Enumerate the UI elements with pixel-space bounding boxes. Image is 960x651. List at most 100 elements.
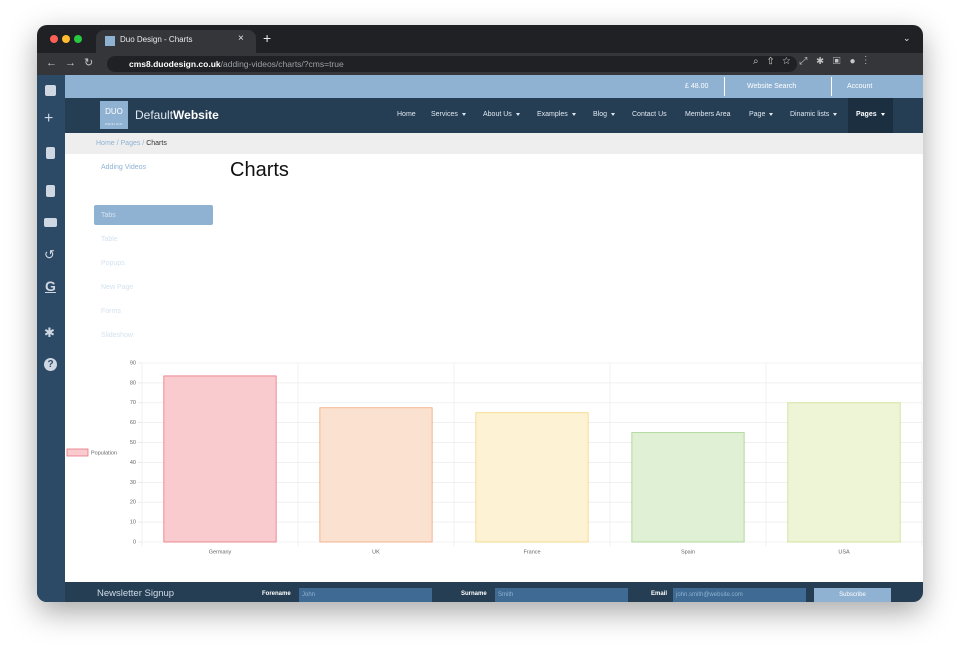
icon-add[interactable]: + [44,110,54,127]
side-active-bg [94,205,213,225]
logo-text: DUO [105,107,123,116]
side-menu-item[interactable]: New Page [101,284,134,291]
y-tick-label: 50 [130,440,136,446]
traffic-yellow[interactable] [62,35,70,43]
omnibox[interactable] [107,56,797,72]
dropdown-caret [461,112,466,116]
tab-menu[interactable]: ⌄ [903,33,911,43]
toolbar-icons[interactable]: ⌕⇧☆⤢✱▣●⋮ [753,56,876,67]
y-tick-label: 10 [130,520,136,526]
nav-item[interactable]: About Us [483,111,520,118]
traffic-green[interactable] [74,35,82,43]
dropdown-caret [611,112,616,116]
tab-favicon [105,36,115,46]
y-tick-label: 70 [130,400,136,406]
x-tick-label: UK [372,549,380,555]
field-input[interactable]: John [299,588,432,602]
side-menu-item[interactable]: Slideshow [101,332,133,339]
y-tick-label: 0 [133,539,136,545]
page-title: Charts [230,159,289,181]
side-menu-item[interactable]: Forms [101,308,121,315]
side-menu-item[interactable]: Charts [101,188,122,195]
dropdown-caret [515,112,520,116]
nav-buttons[interactable]: ←→↻ [46,57,102,69]
side-menu-item[interactable]: Table [101,236,118,243]
site-name-bold: Website [173,108,219,122]
field-label: Forename [262,591,291,597]
y-tick-label: 20 [130,500,136,506]
x-tick-label: Spain [681,549,695,555]
nav-item[interactable]: Page [749,111,774,118]
icon-page[interactable] [46,185,55,197]
field-input[interactable]: john.smith@website.com [673,588,806,602]
legend-label: Population [91,450,117,456]
icon-settings[interactable]: ✱ [44,325,55,340]
logo-sub: DESIGN [105,122,123,126]
bar [631,432,745,543]
bar [787,402,901,543]
breadcrumb: Home / Pages / Charts [96,140,167,147]
nav-item[interactable]: Pages [856,111,885,118]
traffic-red[interactable] [50,35,58,43]
divider [724,77,725,96]
url-host: cms8.duodesign.co.uk [129,59,221,69]
breadcrumb-current: Charts [146,140,167,147]
y-tick-label: 30 [130,480,136,486]
breadcrumb-item[interactable]: Pages / [120,140,145,147]
x-tick-label: USA [838,549,850,555]
url-path: /adding-videos/charts/?cms=true [220,59,344,69]
dropdown-caret [880,112,885,116]
nav-item[interactable]: Dinamic lists [790,111,838,118]
breadcrumb-bar [65,133,923,154]
top-bar [65,75,923,98]
balance[interactable]: £ 48.00 [685,83,709,90]
dropdown-caret [833,112,838,116]
side-menu-item[interactable]: Adding Videos [101,164,147,171]
y-tick-label: 90 [130,360,136,366]
tab-title: Duo Design - Charts [120,35,193,44]
nav-item[interactable]: Services [431,111,466,118]
logo[interactable]: DUO DESIGN [100,101,128,129]
subscribe-button[interactable]: Subscribe [814,588,891,602]
icon-google[interactable]: G [45,278,56,294]
nav-item[interactable]: Contact Us [632,111,667,118]
icon-delete[interactable] [46,147,55,159]
icon-folder[interactable] [44,218,57,227]
side-menu-item[interactable]: Tabs [101,212,116,219]
newsletter-title: Newsletter Signup [97,588,175,599]
x-tick-label: France [523,549,540,555]
url: cms8.duodesign.co.uk/adding-videos/chart… [129,59,344,69]
side-menu-item[interactable]: Popups [101,260,125,267]
divider [831,77,832,96]
icon-help[interactable]: ? [44,358,57,371]
icon-history[interactable]: ↺ [44,247,55,262]
search-link[interactable]: Website Search [747,83,797,90]
y-tick-label: 60 [130,420,136,426]
bar [475,412,589,543]
new-tab[interactable]: + [263,30,272,46]
nav-active-bg [848,98,893,133]
icon-edit[interactable] [45,85,56,96]
nav-item[interactable]: Home [397,111,416,118]
x-tick-label: Germany [209,549,232,555]
browser-window: Duo Design - Charts × + ⌄ ←→↻ cms8.duode… [37,25,923,602]
nav-item[interactable]: Blog [593,111,616,118]
field-input[interactable]: Smith [495,588,628,602]
y-tick-label: 80 [130,380,136,386]
site-name-light: Default [135,108,174,122]
cms-sidebar [37,75,65,602]
breadcrumb-item[interactable]: Home / [96,140,119,147]
field-label: Surname [461,591,487,597]
tab-close[interactable]: × [238,33,244,44]
account-link[interactable]: Account [847,83,873,90]
nav-item[interactable]: Members Area [685,111,731,118]
site-name[interactable]: DefaultWebsite [135,108,219,122]
bar [319,407,433,543]
nav-item[interactable]: Examples [537,111,576,118]
bar [163,375,277,543]
tab[interactable] [96,30,256,54]
dropdown-caret [571,112,576,116]
legend-swatch [66,448,89,457]
dropdown-caret [769,112,774,116]
